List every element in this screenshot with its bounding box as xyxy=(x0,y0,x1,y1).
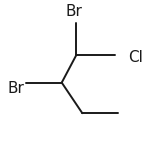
Text: Br: Br xyxy=(7,81,24,96)
Text: Br: Br xyxy=(65,4,82,19)
Text: Cl: Cl xyxy=(128,50,143,65)
